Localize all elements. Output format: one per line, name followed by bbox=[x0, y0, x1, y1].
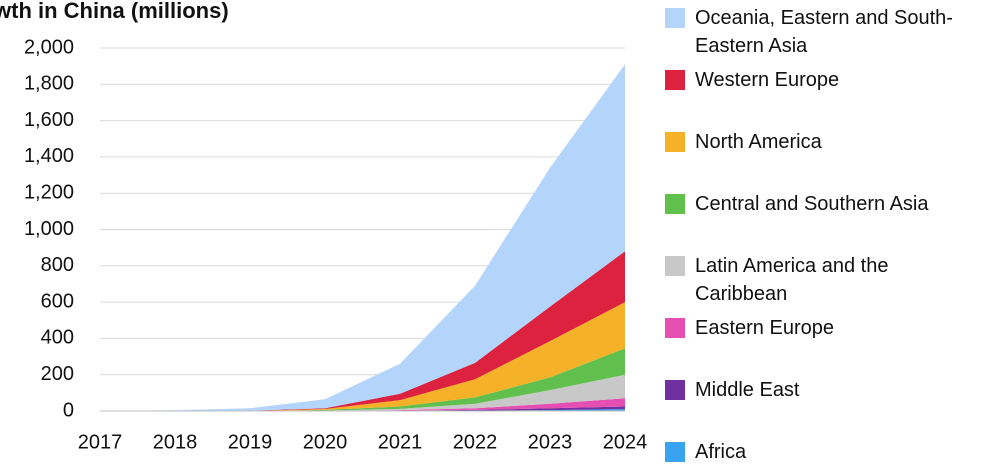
legend-label: Eastern Europe bbox=[695, 317, 834, 339]
x-tick-label: 2020 bbox=[303, 431, 348, 453]
legend-swatch bbox=[665, 256, 685, 276]
area bbox=[100, 398, 625, 411]
y-tick-label: 600 bbox=[41, 290, 74, 312]
x-tick-label: 2021 bbox=[378, 431, 423, 453]
y-tick-label: 200 bbox=[41, 363, 74, 385]
legend-swatch bbox=[665, 318, 685, 338]
legend-label: Western Europe bbox=[695, 69, 840, 91]
legend-item: Central and Southern Asia bbox=[665, 190, 985, 218]
area bbox=[100, 406, 625, 411]
legend-label: North America bbox=[695, 131, 822, 153]
legend-swatch bbox=[665, 8, 685, 28]
legend-swatch bbox=[665, 132, 685, 152]
y-tick-label: 1,200 bbox=[24, 181, 74, 203]
legend-label: Central and Southern Asia bbox=[695, 193, 929, 215]
legend-swatch bbox=[665, 70, 685, 90]
legend-swatch bbox=[665, 442, 685, 462]
legend-item: Oceania, Eastern and South-Eastern Asia bbox=[665, 4, 985, 60]
legend-item: Africa bbox=[665, 438, 985, 466]
y-tick-label: 400 bbox=[41, 327, 74, 349]
y-tick-label: 2,000 bbox=[24, 36, 74, 58]
y-tick-label: 1,400 bbox=[24, 145, 74, 167]
area bbox=[100, 348, 625, 411]
legend-swatch bbox=[665, 194, 685, 214]
area bbox=[100, 374, 625, 411]
y-tick-label: 1,800 bbox=[24, 73, 74, 95]
legend-item: Western Europe bbox=[665, 66, 985, 94]
x-tick-label: 2019 bbox=[228, 431, 273, 453]
y-tick-label: 0 bbox=[63, 399, 74, 421]
legend-item: Latin America and the Caribbean bbox=[665, 252, 985, 308]
x-tick-label: 2023 bbox=[528, 431, 573, 453]
legend-label: Latin America and the Caribbean bbox=[695, 255, 889, 305]
area bbox=[100, 251, 625, 411]
area bbox=[100, 64, 625, 412]
legend-swatch bbox=[665, 380, 685, 400]
x-tick-label: 2024 bbox=[603, 431, 648, 453]
y-tick-label: 1,600 bbox=[24, 109, 74, 131]
area bbox=[100, 302, 625, 411]
y-tick-label: 800 bbox=[41, 254, 74, 276]
legend-item: Middle East bbox=[665, 376, 985, 404]
y-tick-label: 1,000 bbox=[24, 218, 74, 240]
legend-label: Oceania, Eastern and South-Eastern Asia bbox=[695, 7, 953, 57]
legend-label: Middle East bbox=[695, 379, 800, 401]
chart-title: wth in China (millions) bbox=[0, 0, 229, 23]
x-tick-label: 2017 bbox=[78, 431, 123, 453]
legend-item: North America bbox=[665, 128, 985, 156]
x-tick-label: 2018 bbox=[153, 431, 198, 453]
x-tick-label: 2022 bbox=[453, 431, 498, 453]
legend-label: Africa bbox=[695, 441, 747, 463]
legend-item: Eastern Europe bbox=[665, 314, 985, 342]
